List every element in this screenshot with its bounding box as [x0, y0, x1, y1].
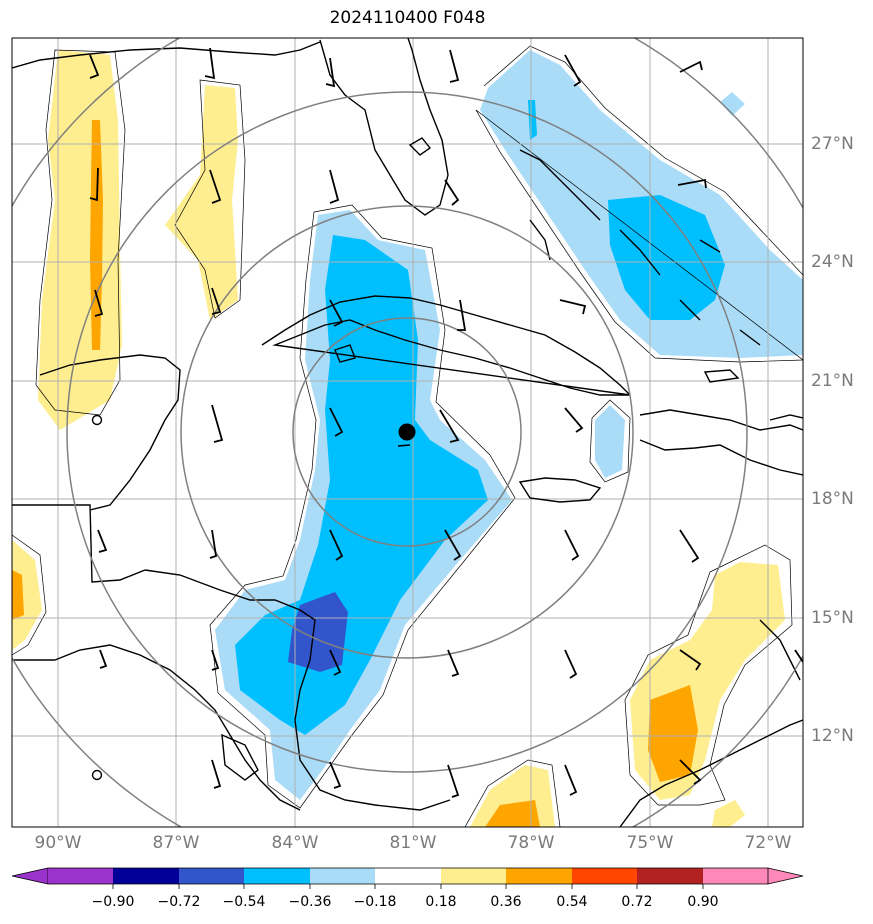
lat-label-18n: 18°N — [811, 489, 854, 509]
lat-label-12n: 12°N — [811, 726, 854, 746]
lat-label-24n: 24°N — [811, 252, 854, 272]
colorbar-tick-label: −0.18 — [353, 894, 397, 910]
colorbar-tick-label: −0.36 — [288, 894, 332, 910]
colorbar-tick-label: 0.90 — [687, 894, 719, 910]
map-plot-area — [12, 38, 803, 827]
colorbar-tick-label: 0.72 — [621, 894, 653, 910]
lon-label-78w: 78°W — [507, 833, 555, 853]
range-rings — [12, 38, 803, 827]
lon-label-87w: 87°W — [152, 833, 200, 853]
lon-label-81w: 81°W — [389, 833, 437, 853]
map-title: 2024110400 F048 — [329, 8, 486, 28]
lon-label-90w: 90°W — [34, 833, 82, 853]
colorbar-tick-label: 0.36 — [490, 894, 522, 910]
graticule — [12, 38, 803, 827]
colorbar-tick-label: −0.90 — [91, 894, 135, 910]
lat-label-15n: 15°N — [811, 608, 854, 628]
storm-center-marker — [398, 423, 416, 441]
colorbar-tick-label: −0.54 — [222, 894, 266, 910]
lat-label-21n: 21°N — [811, 371, 854, 391]
lat-label-27n: 27°N — [811, 134, 854, 154]
lon-label-75w: 75°W — [626, 833, 674, 853]
colorbar-tick-label: 0.54 — [556, 894, 588, 910]
colorbar-tick-label: 0.18 — [425, 894, 457, 910]
lon-label-84w: 84°W — [271, 833, 319, 853]
wind-barbs — [89, 47, 803, 798]
anomaly-shading — [12, 50, 803, 827]
coastlines — [12, 38, 803, 827]
map-frame — [11, 37, 804, 828]
colorbar-tick-label: −0.72 — [157, 894, 201, 910]
colorbar — [11, 867, 804, 889]
contour-lines — [12, 45, 803, 827]
lon-label-72w: 72°W — [744, 833, 792, 853]
island-markers — [91, 414, 103, 781]
